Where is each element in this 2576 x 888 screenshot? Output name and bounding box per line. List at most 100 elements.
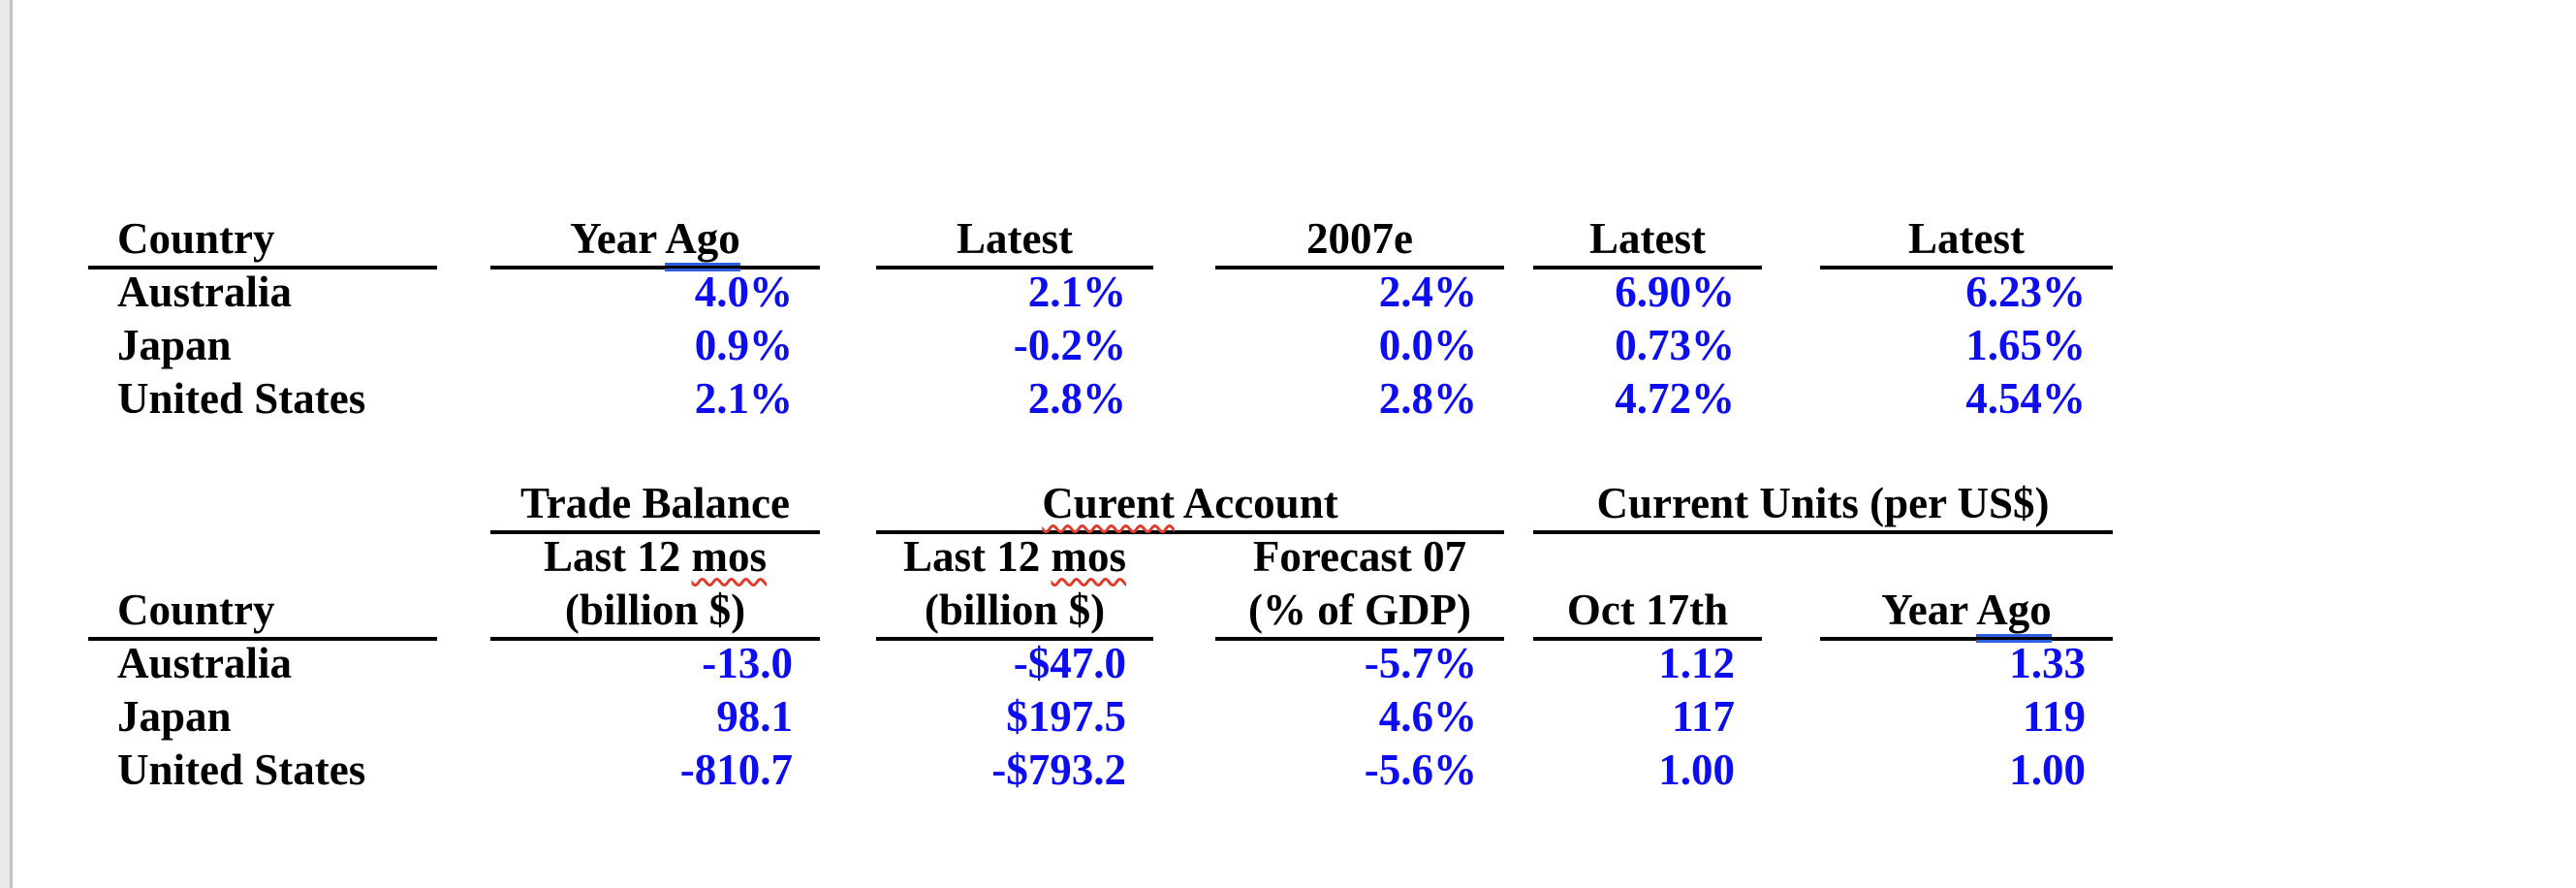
column-gap	[437, 266, 490, 319]
column-gap	[820, 477, 876, 534]
table1-header-2007e: 2007e	[1215, 212, 1504, 270]
indicators-table: Country Year Ago Latest 2007e Latest Lat…	[88, 212, 2113, 426]
column-gap	[1504, 319, 1533, 372]
table2-group-header-row: Trade Balance Curent Account Current Uni…	[88, 477, 2113, 534]
value-cell: $197.5	[1006, 692, 1126, 741]
column-gap	[1153, 319, 1215, 372]
table1-header-year-ago: Year Ago	[490, 212, 820, 271]
column-gap	[1762, 744, 1820, 797]
subheader-forecast-07: Forecast 07	[1215, 530, 1504, 584]
value-cell: 1.33	[2009, 639, 2086, 687]
value-cell: -5.7%	[1364, 639, 1477, 687]
spell-check-underlined-word: mos	[691, 532, 768, 581]
column-gap	[1504, 584, 1533, 641]
value-cell: 4.54%	[1965, 374, 2086, 423]
column-gap	[437, 319, 490, 372]
empty-cell	[88, 477, 437, 534]
country-label: Australia	[117, 639, 292, 687]
column-gap	[1762, 266, 1820, 319]
header-label: Last 12	[902, 532, 1041, 581]
header-label: Year	[570, 214, 657, 263]
header-label: Latest	[957, 214, 1073, 263]
column-gap	[820, 530, 876, 584]
column-gap	[820, 212, 876, 270]
column-gap	[1504, 690, 1533, 744]
column-gap	[437, 530, 490, 584]
value-cell: -810.7	[679, 745, 793, 794]
value-cell: -13.0	[702, 639, 793, 687]
value-cell: 6.23%	[1965, 268, 2086, 316]
column-gap	[1762, 584, 1820, 641]
empty-cell	[1533, 530, 1762, 584]
header-label: Oct 17th	[1566, 586, 1729, 634]
group-header-trade-balance: Trade Balance	[490, 477, 820, 534]
subheader-year-ago: Year Ago	[1820, 584, 2113, 643]
value-cell: 2.1%	[1027, 268, 1126, 316]
value-cell: -$793.2	[991, 745, 1126, 794]
value-cell: 6.90%	[1615, 268, 1735, 316]
value-cell: 4.72%	[1615, 374, 1735, 423]
subheader-billion-2: (billion $)	[876, 584, 1153, 641]
column-gap	[437, 584, 490, 641]
header-label: (billion $)	[564, 586, 746, 634]
header-label: Country	[117, 586, 275, 634]
column-gap	[1504, 372, 1533, 426]
table2-subheader-top-row: Last 12 mos Last 12 mos Forecast 07	[88, 530, 2113, 584]
empty-cell	[1820, 530, 2113, 584]
header-label: Country	[117, 214, 275, 263]
value-cell: 119	[2022, 692, 2086, 741]
value-cell: 1.00	[1658, 745, 1735, 794]
grammar-check-underlined-word: Ago	[665, 214, 740, 271]
header-label: Latest	[1908, 214, 2025, 263]
value-cell: 0.73%	[1615, 321, 1735, 369]
column-gap	[437, 744, 490, 797]
header-label: 2007e	[1306, 214, 1413, 263]
table2-header-country: Country	[88, 584, 437, 641]
header-label: Current Units (per US$)	[1596, 479, 2050, 527]
table2-subheader-bottom-row: Country (billion $) (billion $) (% of GD…	[88, 584, 2113, 643]
header-label: Account	[1182, 479, 1338, 527]
value-cell: 1.12	[1658, 639, 1735, 687]
country-label: Japan	[117, 321, 232, 369]
column-gap	[437, 372, 490, 426]
subheader-billion-1: (billion $)	[490, 584, 820, 641]
country-label: Japan	[117, 692, 232, 741]
column-gap	[1153, 530, 1215, 584]
column-gap	[437, 477, 490, 534]
header-label: Last 12	[543, 532, 681, 581]
column-gap	[1153, 372, 1215, 426]
column-gap	[820, 744, 876, 797]
column-gap	[1504, 212, 1533, 270]
country-label: Australia	[117, 268, 292, 316]
table2-row-japan: Japan 98.1 $197.5 4.6% 117 119	[88, 690, 2113, 744]
table1-header-latest-1: Latest	[876, 212, 1153, 270]
column-gap	[1153, 212, 1215, 270]
column-gap	[1762, 530, 1820, 584]
country-label: United States	[117, 374, 366, 423]
table1-header-latest-3: Latest	[1820, 212, 2113, 270]
table1-header-latest-2: Latest	[1533, 212, 1762, 270]
country-label: United States	[117, 745, 366, 794]
spell-check-underlined-word: mos	[1051, 532, 1127, 581]
balances-table: Trade Balance Curent Account Current Uni…	[88, 477, 2113, 797]
grammar-check-underlined-word: Ago	[1976, 586, 2052, 643]
column-gap	[437, 690, 490, 744]
table1-row-australia: Australia 4.0% 2.1% 2.4% 6.90% 6.23%	[88, 266, 2113, 319]
column-gap	[820, 266, 876, 319]
column-gap	[1153, 584, 1215, 641]
column-gap	[1504, 530, 1533, 584]
group-header-current-account: Curent Account	[876, 477, 1504, 534]
column-gap	[820, 690, 876, 744]
table1-row-japan: Japan 0.9% -0.2% 0.0% 0.73% 1.65%	[88, 319, 2113, 372]
column-gap	[1504, 637, 1533, 690]
column-gap	[1762, 212, 1820, 270]
subheader-pct-gdp: (% of GDP)	[1215, 584, 1504, 641]
value-cell: -0.2%	[1013, 321, 1126, 369]
table1-header-row: Country Year Ago Latest 2007e Latest Lat…	[88, 212, 2113, 271]
subheader-last-12-mos-1: Last 12 mos	[490, 530, 820, 584]
page-left-gutter	[0, 0, 13, 888]
header-label: (billion $)	[924, 586, 1106, 634]
table2-row-united-states: United States -810.7 -$793.2 -5.6% 1.00 …	[88, 744, 2113, 797]
value-cell: 117	[1671, 692, 1735, 741]
column-gap	[1762, 690, 1820, 744]
